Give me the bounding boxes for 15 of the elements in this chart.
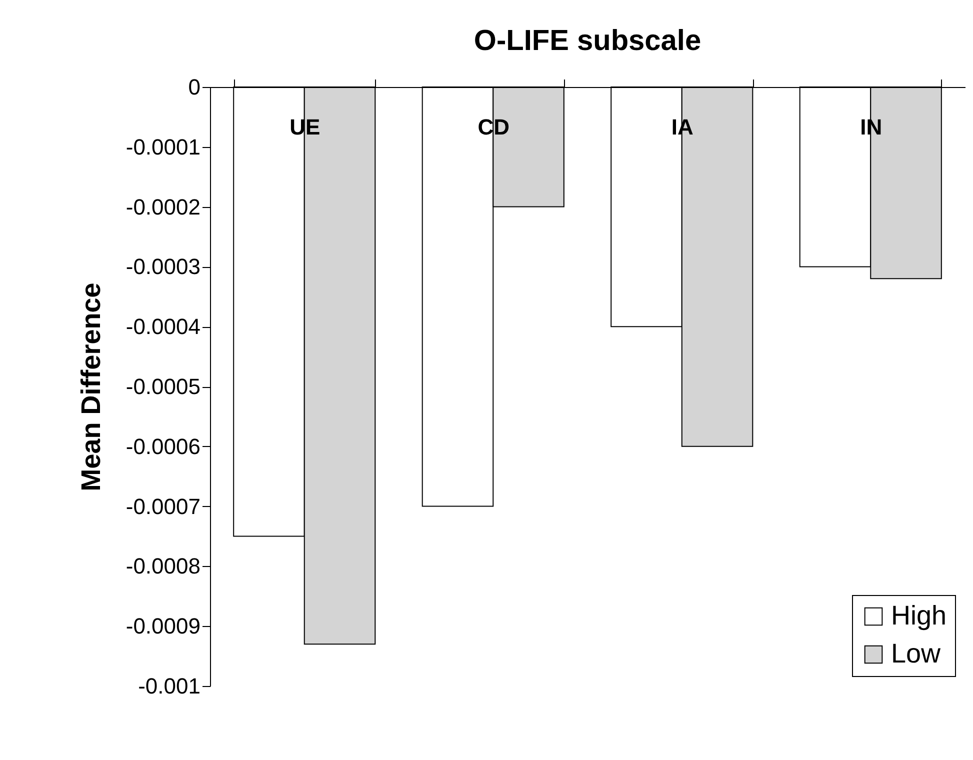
y-tick-label: -0.0009 [126, 614, 200, 639]
y-tick-label: -0.0002 [126, 194, 200, 220]
y-tick-label: -0.001 [138, 674, 200, 698]
chart-title: O-LIFE subscale [474, 25, 702, 57]
legend-label: Low [891, 638, 942, 668]
y-tick-label: -0.0006 [126, 434, 200, 459]
y-tick-label: -0.0003 [126, 254, 200, 280]
y-tick-label: -0.0005 [126, 374, 200, 399]
y-tick-label: -0.0008 [126, 554, 200, 579]
y-axis-title: Mean Difference [76, 282, 106, 492]
y-tick-label: -0.0007 [126, 494, 200, 519]
y-tick-label: 0 [188, 74, 200, 100]
legend-label: High [891, 600, 947, 630]
y-tick-label: -0.0004 [126, 314, 200, 340]
y-tick-label: -0.0001 [126, 134, 200, 160]
